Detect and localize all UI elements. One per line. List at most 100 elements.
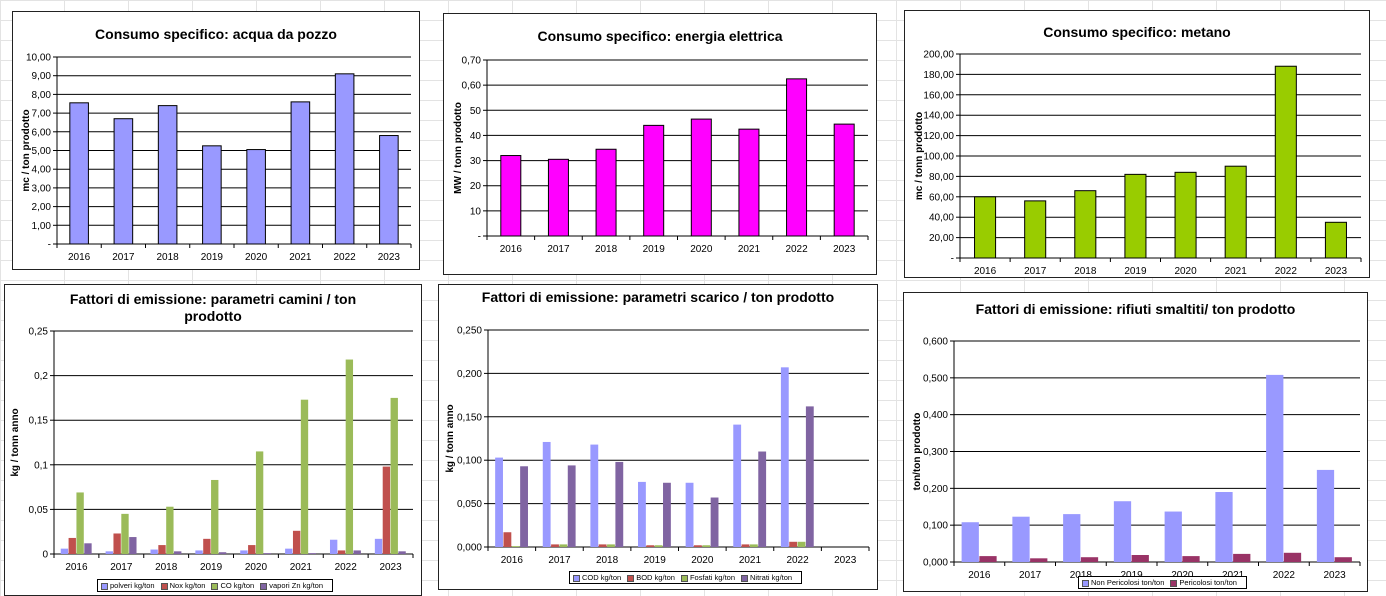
- bar: [780, 367, 789, 547]
- bar: [300, 399, 309, 554]
- bar: [495, 457, 503, 547]
- bar: [511, 546, 520, 547]
- y-tick-label: 0,05: [29, 505, 49, 516]
- bar: [749, 544, 758, 547]
- x-tick-label: 2018: [157, 252, 180, 263]
- bar: [500, 155, 522, 237]
- y-tick-label: 180,00: [923, 70, 954, 81]
- chart-rifiuti: 0,000 0,100 0,200 0,300 0,400 0,500 0,600 ton/t…: [912, 337, 1361, 581]
- y-axis-label: ton/ton prodotto: [912, 413, 923, 491]
- x-tick-label: 2019: [201, 252, 224, 263]
- bar: [113, 118, 134, 245]
- chart-energia: - 10 20 30 40 50 0,60 0,70 MW / tonn prodotto 201…: [453, 56, 869, 255]
- y-axis-label: mc / tonn prodotto: [914, 112, 925, 200]
- x-tick-label: 2016: [501, 555, 524, 566]
- legend-item: COD kg/ton: [573, 573, 621, 582]
- bar: [263, 553, 272, 554]
- legend-item: Non Pericolosi ton/ton: [1082, 578, 1164, 587]
- x-tick-label: 2020: [690, 244, 713, 255]
- chart-legend: COD kg/ton BOD kg/ton Fosfati kg/ton Nitrat…: [569, 571, 803, 584]
- y-tick-label: 0,000: [923, 558, 948, 569]
- x-tick-label: 2023: [833, 244, 856, 255]
- y-tick-label: -: [478, 232, 481, 243]
- y-tick-label: 0,70: [462, 56, 482, 67]
- bar: [334, 73, 355, 245]
- chart-scarico: 0,000 0,050 0,100 0,150 0,200 0,250 kg / tonn …: [445, 326, 870, 566]
- y-tick-label: 160,00: [923, 90, 954, 101]
- x-tick-label: 2022: [335, 562, 358, 573]
- bar: [1074, 190, 1097, 259]
- bar: [551, 544, 559, 547]
- y-tick-label: 20,00: [929, 233, 954, 244]
- x-tick-label: 2019: [200, 562, 223, 573]
- x-tick-label: 2020: [1174, 266, 1197, 277]
- y-tick-label: 10: [470, 206, 482, 217]
- bar: [1131, 555, 1149, 562]
- y-tick-label: 0,000: [457, 543, 482, 554]
- chart-camini: 0 0,05 0,1 0,15 0,2 0,25 kg / tonn anno 2016 201…: [10, 327, 414, 573]
- x-tick-label: 2019: [1121, 570, 1144, 581]
- bar: [567, 465, 576, 547]
- chart-title: Fattori di emissione: parametri camini /…: [69, 291, 357, 324]
- bar: [105, 551, 113, 554]
- bar: [68, 537, 76, 554]
- x-tick-label: 2016: [968, 570, 991, 581]
- x-tick-label: 2019: [644, 555, 667, 566]
- bar: [690, 118, 712, 237]
- bar: [1266, 374, 1284, 562]
- y-tick-label: 1,00: [32, 221, 52, 232]
- x-tick-label: 2016: [68, 252, 91, 263]
- bar: [1233, 553, 1251, 562]
- x-tick-label: 2016: [974, 266, 997, 277]
- bar: [1174, 171, 1197, 259]
- y-tick-label: 2,00: [32, 202, 52, 213]
- bar: [805, 406, 814, 547]
- bar: [1283, 552, 1302, 562]
- bar: [285, 548, 293, 554]
- y-tick-label: 140,00: [923, 111, 954, 122]
- legend-label: Non Pericolosi ton/ton: [1091, 578, 1165, 587]
- bar: [685, 482, 694, 547]
- bar: [150, 549, 158, 554]
- legend-swatch: [211, 582, 219, 590]
- legend-swatch: [627, 574, 635, 582]
- bar: [308, 553, 317, 554]
- x-tick-label: 2021: [289, 252, 312, 263]
- bar: [789, 541, 798, 547]
- y-tick-label: 0,050: [457, 499, 482, 510]
- bar: [1324, 221, 1347, 259]
- bar: [595, 148, 617, 237]
- chart-metano: - 20,00 40,00 60,00 80,00 100,00 120,00 140,00 1…: [914, 50, 1362, 277]
- bar: [663, 482, 671, 547]
- bar: [248, 545, 256, 554]
- bar: [738, 128, 760, 237]
- x-tick-label: 2016: [500, 244, 523, 255]
- y-tick-label: 20: [470, 181, 482, 192]
- x-tick-label: 2020: [245, 252, 268, 263]
- y-tick-label: 100,00: [923, 152, 954, 163]
- y-tick-label: 0,2: [34, 371, 48, 382]
- y-axis-label: MW / tonn prodotto: [453, 102, 464, 194]
- bar: [733, 424, 742, 547]
- x-tick-label: 2019: [1124, 266, 1147, 277]
- x-tick-label: 2019: [643, 244, 666, 255]
- bar: [76, 492, 84, 554]
- bar: [590, 444, 599, 547]
- legend-item: Nitrati kg/ton: [741, 573, 792, 582]
- bar: [1024, 200, 1047, 259]
- y-tick-label: 0,500: [923, 373, 948, 384]
- x-tick-label: 2017: [112, 252, 135, 263]
- chart-panel-scarico: Fattori di emissione: parametri scarico …: [438, 284, 878, 590]
- bar: [240, 550, 248, 554]
- y-tick-label: 0,200: [923, 484, 948, 495]
- legend-item: Pericolosi ton/ton: [1170, 578, 1237, 587]
- bar: [202, 145, 222, 245]
- x-tick-label: 2017: [110, 562, 133, 573]
- y-tick-label: 4,00: [32, 165, 52, 176]
- bar: [786, 78, 808, 237]
- bar: [1063, 514, 1081, 562]
- legend-swatch: [260, 582, 268, 590]
- bar: [353, 550, 361, 554]
- chart-panel-camini: Fattori di emissione: parametri camini /…: [4, 284, 422, 596]
- y-axis-label: kg / tonn anno: [445, 404, 456, 472]
